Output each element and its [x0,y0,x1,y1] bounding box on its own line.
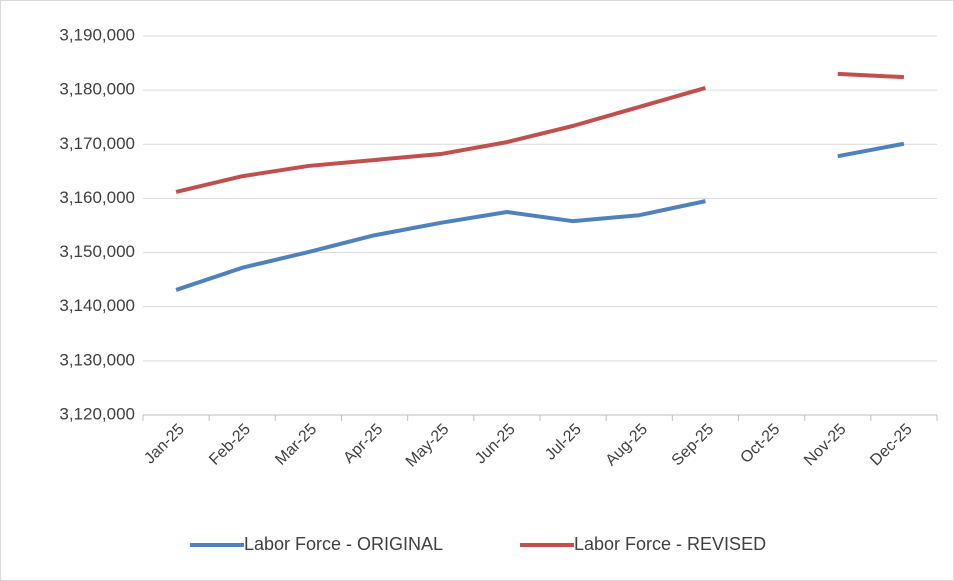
y-tick-label: 3,170,000 [59,134,135,153]
y-tick-label: 3,120,000 [59,404,135,423]
legend-label: Labor Force - ORIGINAL [244,534,443,554]
series-line [837,141,905,159]
y-tick-label: 3,130,000 [59,350,135,369]
series-line [837,71,905,80]
y-tick-label: 3,190,000 [59,25,135,44]
y-tick-label: 3,180,000 [59,80,135,99]
legend-label: Labor Force - REVISED [574,534,766,554]
series-line [175,86,706,194]
y-tick-label: 3,160,000 [59,188,135,207]
series-line [175,199,706,292]
y-tick-label: 3,150,000 [59,242,135,261]
y-tick-label: 3,140,000 [59,296,135,315]
